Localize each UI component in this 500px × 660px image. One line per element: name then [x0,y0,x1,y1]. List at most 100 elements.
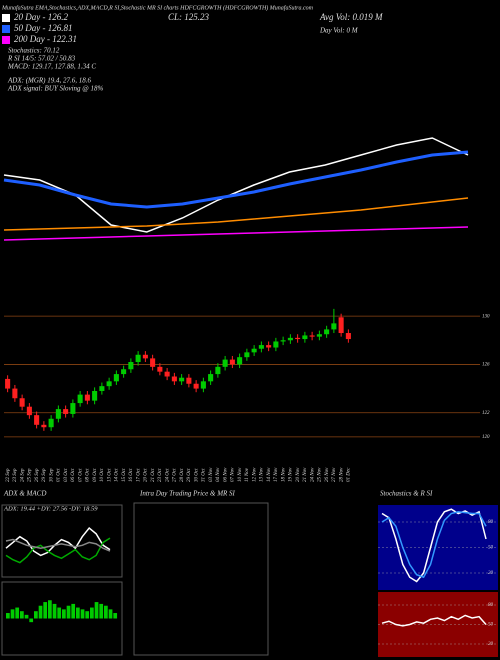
series-line [381,614,487,627]
candle-body [338,317,344,334]
x-tick-label: 25 Nov [318,467,323,482]
candle-body [70,403,76,414]
x-tick-label: 06 Oct [71,468,76,482]
x-tick-label: 17 Oct [136,468,141,482]
panel-title: Stochastics & R SI [380,490,433,498]
bar [94,602,99,619]
legend-label: 200 Day - 122.31 [14,34,77,44]
candle-body [266,345,272,348]
candle-body [331,323,337,330]
series-line [5,526,111,557]
series-line [5,537,111,564]
x-tick-label: 25 Sep [28,468,33,482]
x-tick-label: 29 Sep [42,468,47,482]
bar [85,611,90,619]
candle-body [171,376,177,382]
x-tick-label: 14 Nov [267,467,272,482]
x-tick-label: 07 Oct [78,468,83,482]
x-tick-label: 24 Sep [20,468,25,482]
candle-body [222,359,228,367]
candle-body [48,418,54,428]
x-tick-label: 31 Oct [202,468,207,482]
candle-body [193,383,199,389]
candle-body [41,424,47,428]
legend-label: 20 Day - 126.2 [14,12,68,22]
bar [99,603,104,619]
stochastics: Stochastics: 70.12 [8,47,60,55]
candle-body [5,378,11,389]
bar [76,607,80,619]
candle-body [208,374,214,382]
candle-body [77,394,83,404]
close: CL: 125.23 [168,12,210,22]
x-tick-label: 01 Dec [347,467,352,482]
x-tick-label: 26 Nov [325,467,330,482]
x-tick-label: 27 Nov [332,467,337,482]
avg-vol: Avg Vol: 0.019 M [319,12,383,22]
x-tick-label: 09 Oct [93,468,98,482]
legend-swatch [2,36,10,44]
x-tick-label: 01 Oct [57,468,62,482]
legend-swatch [2,14,10,22]
bar [6,613,10,619]
candle-body [302,335,308,340]
series-line [3,226,469,241]
x-tick-label: 16 Oct [129,468,134,482]
x-tick-label: 26 Sep [35,468,40,482]
candle-body [106,381,112,387]
candle-body [200,381,206,389]
rsi: R SI 14/5: 57.02 / 50.83 [7,55,76,63]
candle-body [237,357,243,365]
y-tick-label: 120 [482,435,490,440]
x-tick-label: 30 Oct [194,468,199,482]
candle-body [63,409,69,414]
candle-body [128,362,134,370]
bar [48,600,52,619]
candle-body [142,354,148,359]
candle-body [164,371,170,377]
x-tick-label: 12 Nov [252,467,257,482]
x-tick-label: 28 Nov [339,467,344,482]
adx-signal: ADX signal: BUY Sloving @ 18% [7,85,103,93]
x-tick-label: 10 Oct [100,468,105,482]
x-tick-label: 13 Nov [260,467,265,482]
candle-body [316,334,322,337]
intraday-panel [133,502,269,656]
x-tick-label: 07 Nov [231,467,236,482]
bar [57,607,62,619]
candle-body [135,354,141,363]
x-tick-label: 03 Oct [64,468,69,482]
candle-body [34,415,40,425]
macd: MACD: 129.17, 127.88, 1.34 C [7,63,96,71]
candle-body [324,329,330,335]
x-tick-label: 28 Oct [180,468,185,482]
bar [108,609,113,619]
x-tick-label: 10 Nov [238,467,243,482]
candle-body [280,340,286,342]
candle-body [12,388,18,399]
bar [29,618,34,623]
candle-body [55,409,61,419]
series-line [3,150,469,209]
x-tick-label: 06 Nov [223,467,228,482]
candle-body [229,359,235,365]
series-line [5,538,111,552]
bar [90,607,94,619]
panel [1,581,123,656]
y-tick-label: 80 [488,603,494,608]
candle-body [179,377,185,382]
candle-body [273,341,279,348]
candle-body [309,335,315,337]
candle-body [345,333,351,340]
x-tick-label: 18 Nov [281,467,286,482]
x-tick-label: 20 Oct [144,468,149,482]
candle-body [215,366,221,375]
candle-body [113,374,119,382]
x-tick-label: 30 Sep [49,468,54,482]
candle-body [26,406,32,416]
legend-swatch [2,25,10,33]
candle-body [186,377,192,384]
x-tick-label: 13 Oct [107,468,112,482]
x-tick-label: 20 Nov [296,467,301,482]
